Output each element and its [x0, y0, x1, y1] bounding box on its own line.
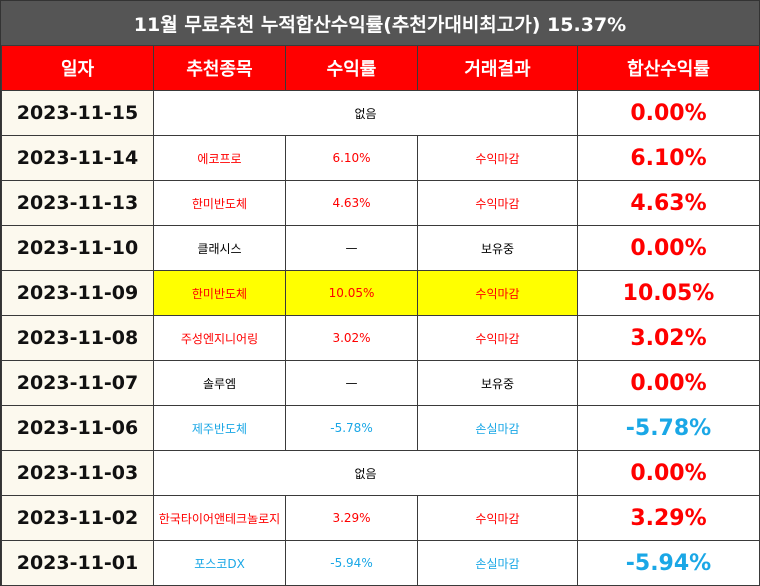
- row-return-rate: —: [285, 360, 418, 406]
- row-stock-name: 한미반도체: [153, 180, 286, 226]
- row-trade-result: 수익마감: [417, 270, 578, 316]
- row-trade-result: 보유중: [417, 225, 578, 271]
- table-row: 2023-11-07 솔루엠 — 보유중 0.00%: [1, 360, 760, 406]
- row-return-rate: 10.05%: [285, 270, 418, 316]
- table-row: 2023-11-02 한국타이어앤테크놀로지 3.29% 수익마감 3.29%: [1, 495, 760, 541]
- row-return-rate: 3.29%: [285, 495, 418, 541]
- row-date: 2023-11-14: [1, 135, 154, 181]
- row-return-rate: -5.94%: [285, 540, 418, 586]
- row-date: 2023-11-07: [1, 360, 154, 406]
- row-return-rate: 6.10%: [285, 135, 418, 181]
- row-total-return: 0.00%: [577, 90, 760, 136]
- row-total-return: 3.02%: [577, 315, 760, 361]
- table-row: 2023-11-01 포스코DX -5.94% 손실마감 -5.94%: [1, 540, 760, 586]
- row-no-recommendation: 없음: [153, 450, 578, 496]
- row-trade-result: 손실마감: [417, 540, 578, 586]
- row-stock-name: 한미반도체: [153, 270, 286, 316]
- row-stock-name: 주성엔지니어링: [153, 315, 286, 361]
- table-row: 2023-11-09 한미반도체 10.05% 수익마감 10.05%: [1, 270, 760, 316]
- row-return-rate: 4.63%: [285, 180, 418, 226]
- row-stock-name: 솔루엠: [153, 360, 286, 406]
- header-date: 일자: [1, 45, 154, 91]
- row-date: 2023-11-08: [1, 315, 154, 361]
- row-total-return: 3.29%: [577, 495, 760, 541]
- row-total-return: 10.05%: [577, 270, 760, 316]
- table-title: 11월 무료추천 누적합산수익률(추천가대비최고가) 15.37%: [1, 1, 759, 45]
- header-row: 일자 추천종목 수익률 거래결과 합산수익률: [1, 45, 760, 91]
- table-row: 2023-11-13 한미반도체 4.63% 수익마감 4.63%: [1, 180, 760, 226]
- row-date: 2023-11-03: [1, 450, 154, 496]
- row-total-return: 4.63%: [577, 180, 760, 226]
- header-stock: 추천종목: [153, 45, 286, 91]
- row-trade-result: 수익마감: [417, 495, 578, 541]
- row-total-return: 0.00%: [577, 225, 760, 271]
- row-trade-result: 수익마감: [417, 135, 578, 181]
- table-row: 2023-11-06 제주반도체 -5.78% 손실마감 -5.78%: [1, 405, 760, 451]
- table-row: 2023-11-10 클래시스 — 보유중 0.00%: [1, 225, 760, 271]
- returns-table: 일자 추천종목 수익률 거래결과 합산수익률 2023-11-15 없음 0.00%…: [1, 45, 760, 586]
- row-total-return: -5.94%: [577, 540, 760, 586]
- row-return-rate: 3.02%: [285, 315, 418, 361]
- row-date: 2023-11-15: [1, 90, 154, 136]
- row-total-return: 0.00%: [577, 360, 760, 406]
- row-trade-result: 손실마감: [417, 405, 578, 451]
- row-date: 2023-11-01: [1, 540, 154, 586]
- row-stock-name: 에코프로: [153, 135, 286, 181]
- row-trade-result: 보유중: [417, 360, 578, 406]
- row-no-recommendation: 없음: [153, 90, 578, 136]
- table-row: 2023-11-03 없음 0.00%: [1, 450, 760, 496]
- row-stock-name: 제주반도체: [153, 405, 286, 451]
- row-total-return: -5.78%: [577, 405, 760, 451]
- header-return: 수익률: [285, 45, 418, 91]
- table-row: 2023-11-15 없음 0.00%: [1, 90, 760, 136]
- header-trade-result: 거래결과: [417, 45, 578, 91]
- table-row: 2023-11-14 에코프로 6.10% 수익마감 6.10%: [1, 135, 760, 181]
- row-date: 2023-11-06: [1, 405, 154, 451]
- table-body: 2023-11-15 없음 0.00% 2023-11-14 에코프로 6.10% 수익마감…: [1, 90, 760, 586]
- row-return-rate: —: [285, 225, 418, 271]
- row-date: 2023-11-13: [1, 180, 154, 226]
- header-total-return: 합산수익률: [577, 45, 760, 91]
- row-trade-result: 수익마감: [417, 180, 578, 226]
- row-stock-name: 한국타이어앤테크놀로지: [153, 495, 286, 541]
- row-date: 2023-11-02: [1, 495, 154, 541]
- row-total-return: 0.00%: [577, 450, 760, 496]
- row-trade-result: 수익마감: [417, 315, 578, 361]
- table-row: 2023-11-08 주성엔지니어링 3.02% 수익마감 3.02%: [1, 315, 760, 361]
- row-stock-name: 클래시스: [153, 225, 286, 271]
- row-stock-name: 포스코DX: [153, 540, 286, 586]
- row-date: 2023-11-09: [1, 270, 154, 316]
- row-date: 2023-11-10: [1, 225, 154, 271]
- row-return-rate: -5.78%: [285, 405, 418, 451]
- row-total-return: 6.10%: [577, 135, 760, 181]
